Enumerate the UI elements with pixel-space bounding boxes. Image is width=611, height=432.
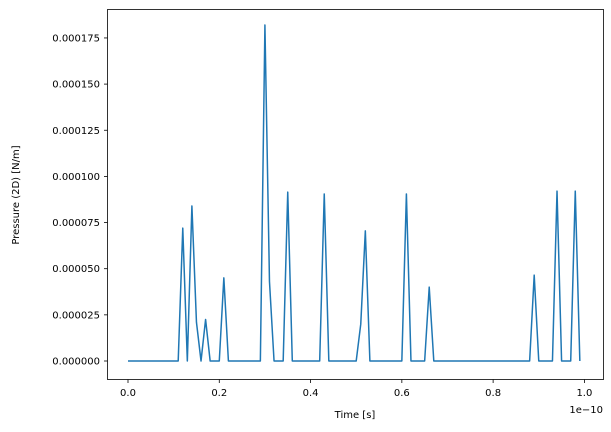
x-axis-label: Time [s]: [334, 410, 376, 421]
y-tick-label: 0.000150: [52, 80, 100, 91]
x-tick-label: 0.8: [485, 388, 501, 399]
x-tick-label: 0.0: [120, 388, 136, 399]
y-tick-label: 0.000075: [52, 218, 100, 229]
x-tick-label: 1.0: [576, 388, 592, 399]
x-tick-label: 0.6: [394, 388, 410, 399]
y-tick-label: 0.000000: [52, 357, 100, 368]
x-tick-label: 0.2: [211, 388, 227, 399]
y-tick-label: 0.000025: [52, 310, 100, 321]
x-axis-ticks: 0.0 0.2 0.4 0.6 0.8 1.0: [120, 379, 592, 399]
y-axis-ticks: 0.000000 0.000025 0.000050 0.000075 0.000100…: [52, 33, 108, 368]
x-tick-label: 0.4: [303, 388, 319, 399]
data-series-line: [128, 24, 581, 362]
axes-frame: [107, 9, 604, 380]
y-tick-label: 0.000100: [52, 172, 100, 183]
y-axis-label: Pressure (2D) [N/m]: [11, 145, 22, 244]
plot-area: [107, 9, 604, 380]
y-tick-label: 0.000125: [52, 126, 100, 137]
y-tick-label: 0.000175: [52, 33, 100, 44]
y-tick-label: 0.000050: [52, 264, 100, 275]
x-axis-offset-text: 1e−10: [569, 405, 603, 416]
